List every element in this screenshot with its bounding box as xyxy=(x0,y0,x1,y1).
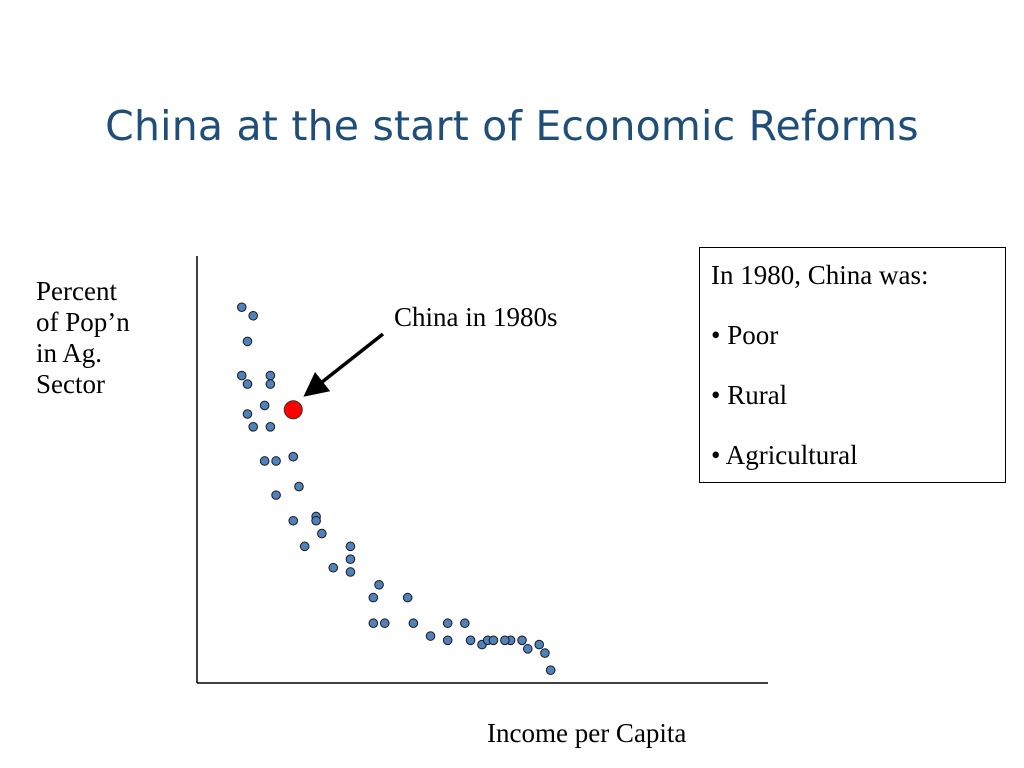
data-points xyxy=(236,302,556,675)
data-point xyxy=(294,481,304,492)
data-point xyxy=(408,618,419,629)
data-point xyxy=(425,631,436,641)
info-box-heading: In 1980, China was: xyxy=(711,260,929,290)
data-point xyxy=(311,515,321,526)
data-point xyxy=(460,618,470,629)
data-point xyxy=(442,618,453,629)
data-point xyxy=(488,635,499,646)
data-point xyxy=(236,302,247,313)
slide-title: China at the start of Economic Reforms xyxy=(105,102,919,150)
data-point xyxy=(271,490,281,500)
data-point xyxy=(265,370,276,381)
data-point xyxy=(248,310,259,321)
scatter-plot xyxy=(196,256,768,684)
data-point xyxy=(259,456,270,466)
data-point xyxy=(345,554,356,564)
highlight-annotation: China in 1980s xyxy=(394,302,558,332)
y-axis-label-line: in Ag. xyxy=(36,338,103,369)
china-highlight-point xyxy=(283,400,303,420)
data-point xyxy=(545,665,556,675)
data-point xyxy=(345,541,356,552)
data-point xyxy=(288,515,299,526)
data-point xyxy=(534,639,545,650)
data-point xyxy=(248,422,259,432)
data-point xyxy=(368,592,379,603)
data-point xyxy=(402,592,413,603)
data-point xyxy=(368,618,379,629)
info-box: In 1980, China was: • Poor • Rural • Agr… xyxy=(699,247,1006,483)
y-axis-label-line: of Pop’n xyxy=(36,307,130,338)
data-point xyxy=(265,422,276,432)
data-point xyxy=(299,541,310,552)
y-axis-label: Percent of Pop’n in Ag. Sector xyxy=(36,276,176,400)
data-point xyxy=(259,400,270,411)
data-point xyxy=(236,370,247,381)
y-axis-label-line: Percent xyxy=(36,276,117,306)
data-point xyxy=(317,528,327,539)
data-point xyxy=(442,635,453,646)
data-point xyxy=(271,456,281,466)
info-box-bullet: • Poor xyxy=(711,320,779,351)
y-axis-label-line: Sector xyxy=(36,369,105,400)
pointer-arrow xyxy=(303,332,385,397)
data-point xyxy=(265,379,276,389)
data-point xyxy=(328,562,339,573)
data-point xyxy=(242,379,253,389)
info-box-bullet: • Rural xyxy=(711,380,788,411)
data-point xyxy=(522,644,533,654)
data-point xyxy=(517,635,527,646)
data-point xyxy=(242,409,253,419)
data-point xyxy=(540,648,550,658)
data-point xyxy=(242,336,253,347)
info-box-bullet: • Agricultural xyxy=(711,440,858,471)
x-axis-label: Income per Capita xyxy=(487,718,687,748)
data-point xyxy=(374,579,384,590)
data-point xyxy=(288,451,299,462)
data-point xyxy=(500,635,510,646)
data-point xyxy=(379,618,390,629)
data-point xyxy=(465,635,476,646)
data-point xyxy=(345,567,356,577)
